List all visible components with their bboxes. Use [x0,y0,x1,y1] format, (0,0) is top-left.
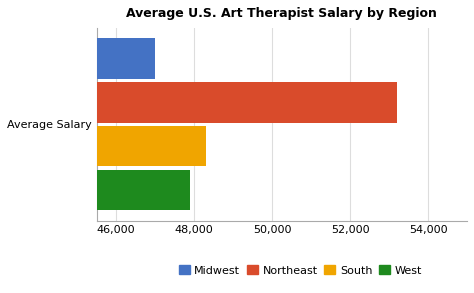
Bar [0,38,155,79]
Legend: Midwest, Northeast, South, West: Midwest, Northeast, South, West [174,261,427,280]
Title: Average U.S. Art Therapist Salary by Region: Average U.S. Art Therapist Salary by Reg… [127,7,437,20]
Bar [0,82,397,123]
Bar [0,170,190,210]
Bar [0,126,206,166]
